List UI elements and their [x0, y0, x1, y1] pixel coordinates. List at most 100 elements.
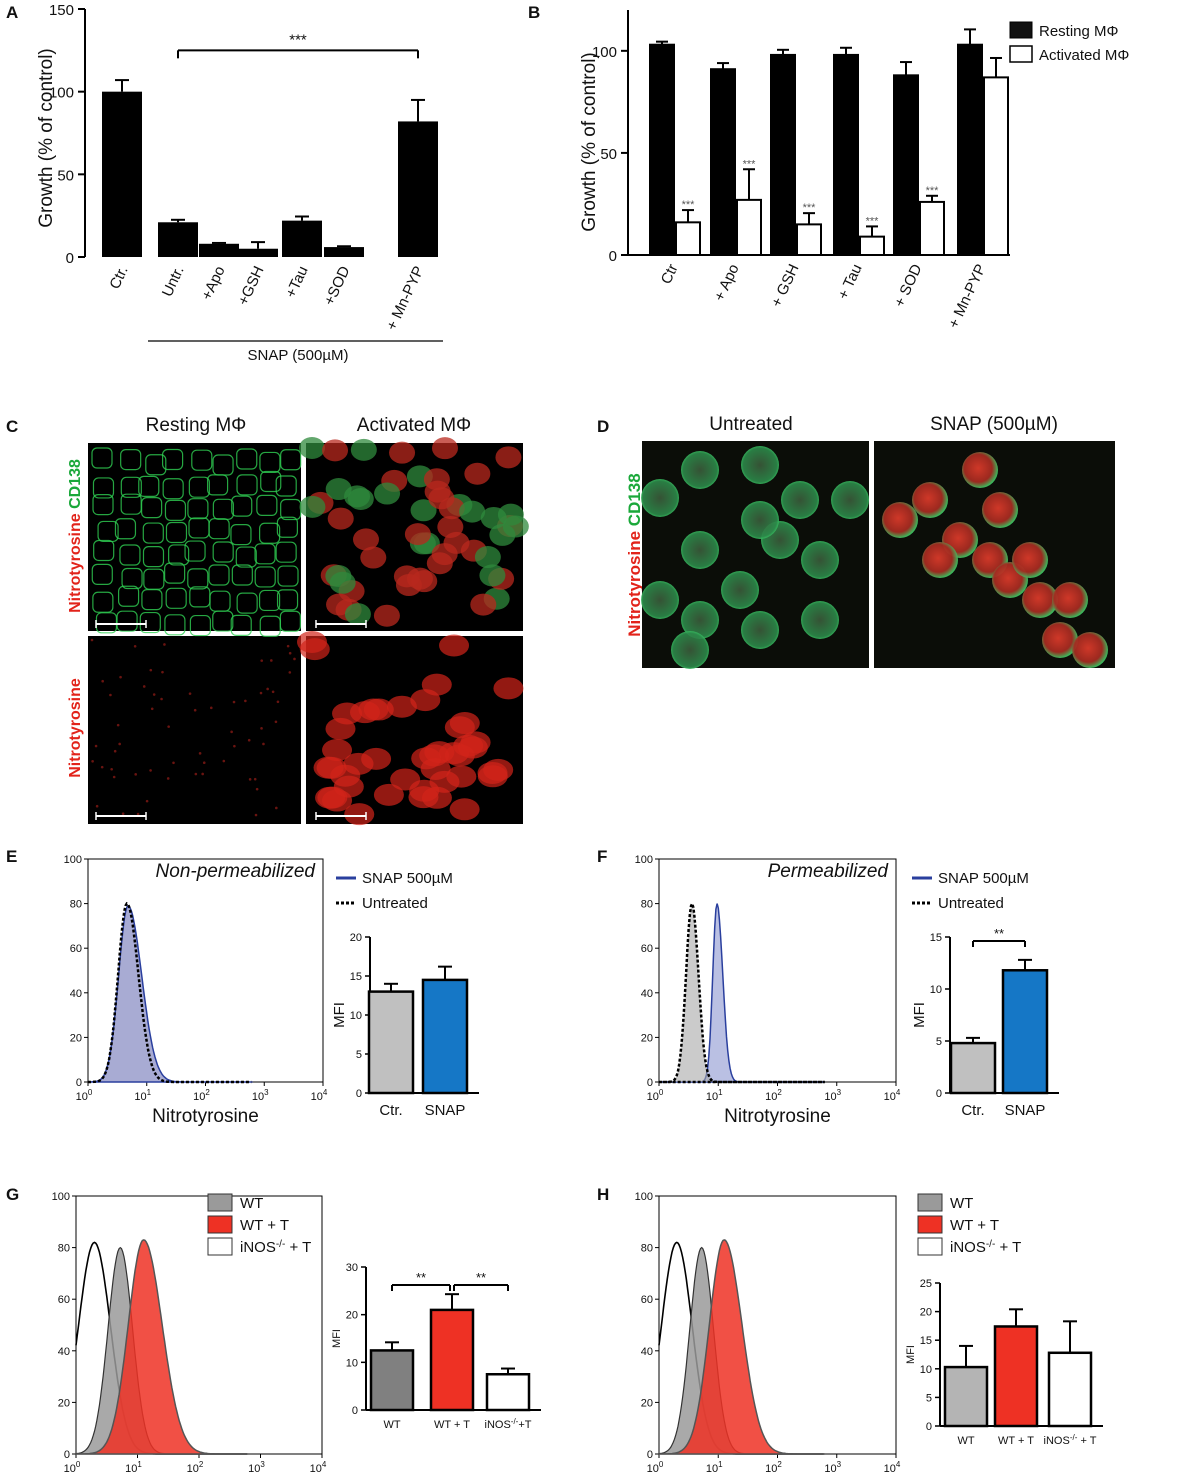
legend-swatch: [917, 1237, 943, 1256]
faint-signal: [259, 691, 263, 695]
faint-signal: [149, 769, 152, 772]
faint-signal: [113, 749, 117, 753]
histogram-note: Permeabilized: [768, 861, 890, 882]
snap-cell: [1042, 622, 1078, 658]
mfi-y-tick-label: 0: [356, 1088, 362, 1100]
resting-cell-outline: [254, 543, 276, 565]
histogram-y-tick-label: 60: [58, 1294, 70, 1306]
histogram-x-tick-label: 102: [765, 1460, 782, 1474]
histogram-y-tick-label: 0: [76, 1077, 82, 1089]
faint-signal: [288, 651, 292, 655]
faint-signal: [274, 720, 278, 724]
faint-signal: [150, 707, 154, 711]
mfi-bar: [1001, 969, 1049, 1095]
mfi-sig-stars: **: [994, 926, 1004, 941]
panel-b-bar: [957, 43, 983, 257]
faint-signal: [293, 657, 296, 661]
histogram-x-tick-label: 104: [884, 1088, 901, 1103]
mfi-y-label: MFI: [911, 1002, 928, 1028]
histogram-note: Non-permeabilized: [156, 861, 317, 882]
resting-cell-outline: [236, 448, 258, 470]
resting-cell-outline: [92, 477, 115, 499]
panel-d-col1-title: Untreated: [709, 414, 792, 435]
panel-a-bar: [158, 222, 198, 257]
resting-cell-outline: [139, 611, 161, 634]
resting-cell-outline: [189, 614, 212, 637]
panel-b-y-tick-label: 0: [609, 248, 617, 265]
activated-cell: [325, 478, 352, 501]
faint-signal: [167, 725, 170, 728]
nitrotyrosine-signal: [449, 712, 480, 735]
legend-swatch-activated: [1009, 45, 1033, 63]
panel-b-bar: [649, 43, 675, 257]
activated-cell: [395, 574, 422, 597]
nitrotyrosine-signal: [363, 698, 394, 721]
faint-signal: [271, 690, 275, 694]
panel-a-bar: [199, 243, 239, 257]
resting-cell-outline: [97, 520, 119, 543]
activated-cell: [352, 528, 379, 551]
histogram-y-tick-label: 60: [641, 943, 653, 955]
nitrotyrosine-signal: [453, 734, 484, 757]
mfi-bar: [1047, 1351, 1093, 1428]
nitrotyrosine-signal: [390, 768, 421, 791]
histogram-x-tick-label: 100: [76, 1088, 93, 1103]
panel-a-x-label: +GSH: [235, 264, 268, 309]
nitrotyrosine-signal: [421, 786, 452, 809]
mfi-y-tick-label: 30: [346, 1262, 358, 1274]
snap-cell: [1022, 582, 1058, 618]
micrograph-resting-nitrotyrosine: [88, 636, 301, 824]
histogram-y-tick-label: 80: [70, 899, 82, 911]
resting-cell-outline: [117, 585, 140, 607]
activated-cell: [410, 499, 437, 522]
legend-wt-label: WT: [240, 1195, 263, 1212]
mfi-x-label: SNAP: [425, 1102, 466, 1119]
activated-cell: [373, 604, 400, 627]
faint-signal: [121, 812, 125, 816]
resting-cell-outline: [231, 564, 253, 586]
histogram-y-tick-label: 0: [647, 1077, 653, 1089]
mfi-bar: [993, 1325, 1039, 1428]
nitrotyrosine-signal: [477, 765, 508, 788]
nitrotyrosine-signal: [421, 673, 452, 696]
panel-letter-f: F: [597, 847, 607, 866]
faint-signal: [172, 761, 175, 765]
histogram-y-tick-label: 40: [641, 1346, 653, 1358]
activated-cell: [474, 546, 501, 569]
resting-cell-outline: [276, 589, 299, 611]
activated-cell: [360, 546, 387, 569]
panel-c-micrographs: Resting MΦ Activated MΦ Nitrotyrosine CD…: [67, 415, 529, 826]
resting-cell-outline: [275, 475, 297, 497]
panel-b-sig-stars: ***: [682, 199, 696, 211]
resting-cell-outline: [91, 447, 113, 469]
mfi-y-tick-label: 15: [930, 932, 942, 944]
activated-cell: [431, 437, 458, 460]
panel-b-sig-stars: ***: [743, 158, 757, 170]
panel-b-bar: [859, 235, 885, 256]
histogram-snap-curve: [88, 904, 253, 1083]
resting-cell-outline: [235, 546, 257, 568]
faint-signal: [194, 772, 198, 776]
nitrotyrosine-signal: [316, 756, 347, 779]
legend-untreated-label: Untreated: [938, 895, 1004, 912]
histogram-x-tick-label: 101: [125, 1460, 142, 1474]
panel-b-bar: [833, 53, 859, 256]
resting-cell-outline: [280, 449, 302, 471]
activated-cell: [404, 523, 431, 546]
panel-b-x-label: Ctr: [658, 262, 682, 287]
histogram-wt-t-curve: [76, 1239, 249, 1455]
mfi-y-tick-label: 15: [350, 971, 362, 983]
histogram-x-tick-label: 100: [64, 1460, 81, 1474]
resting-cell-outline: [236, 474, 258, 496]
histogram-x-tick-label: 104: [884, 1460, 901, 1474]
panel-b-bar: [710, 68, 736, 257]
faint-signal: [244, 699, 247, 703]
activated-cell: [299, 495, 326, 518]
resting-cell-outline: [188, 476, 210, 498]
panel-d-micrographs: Untreated SNAP (500µM) Nitrotyrosine CD1…: [625, 414, 1115, 669]
mfi-x-label: WT: [957, 1435, 974, 1447]
legend-swatch: [207, 1237, 233, 1256]
panel-b-bar: [919, 200, 945, 257]
snap-cell: [1072, 632, 1108, 668]
